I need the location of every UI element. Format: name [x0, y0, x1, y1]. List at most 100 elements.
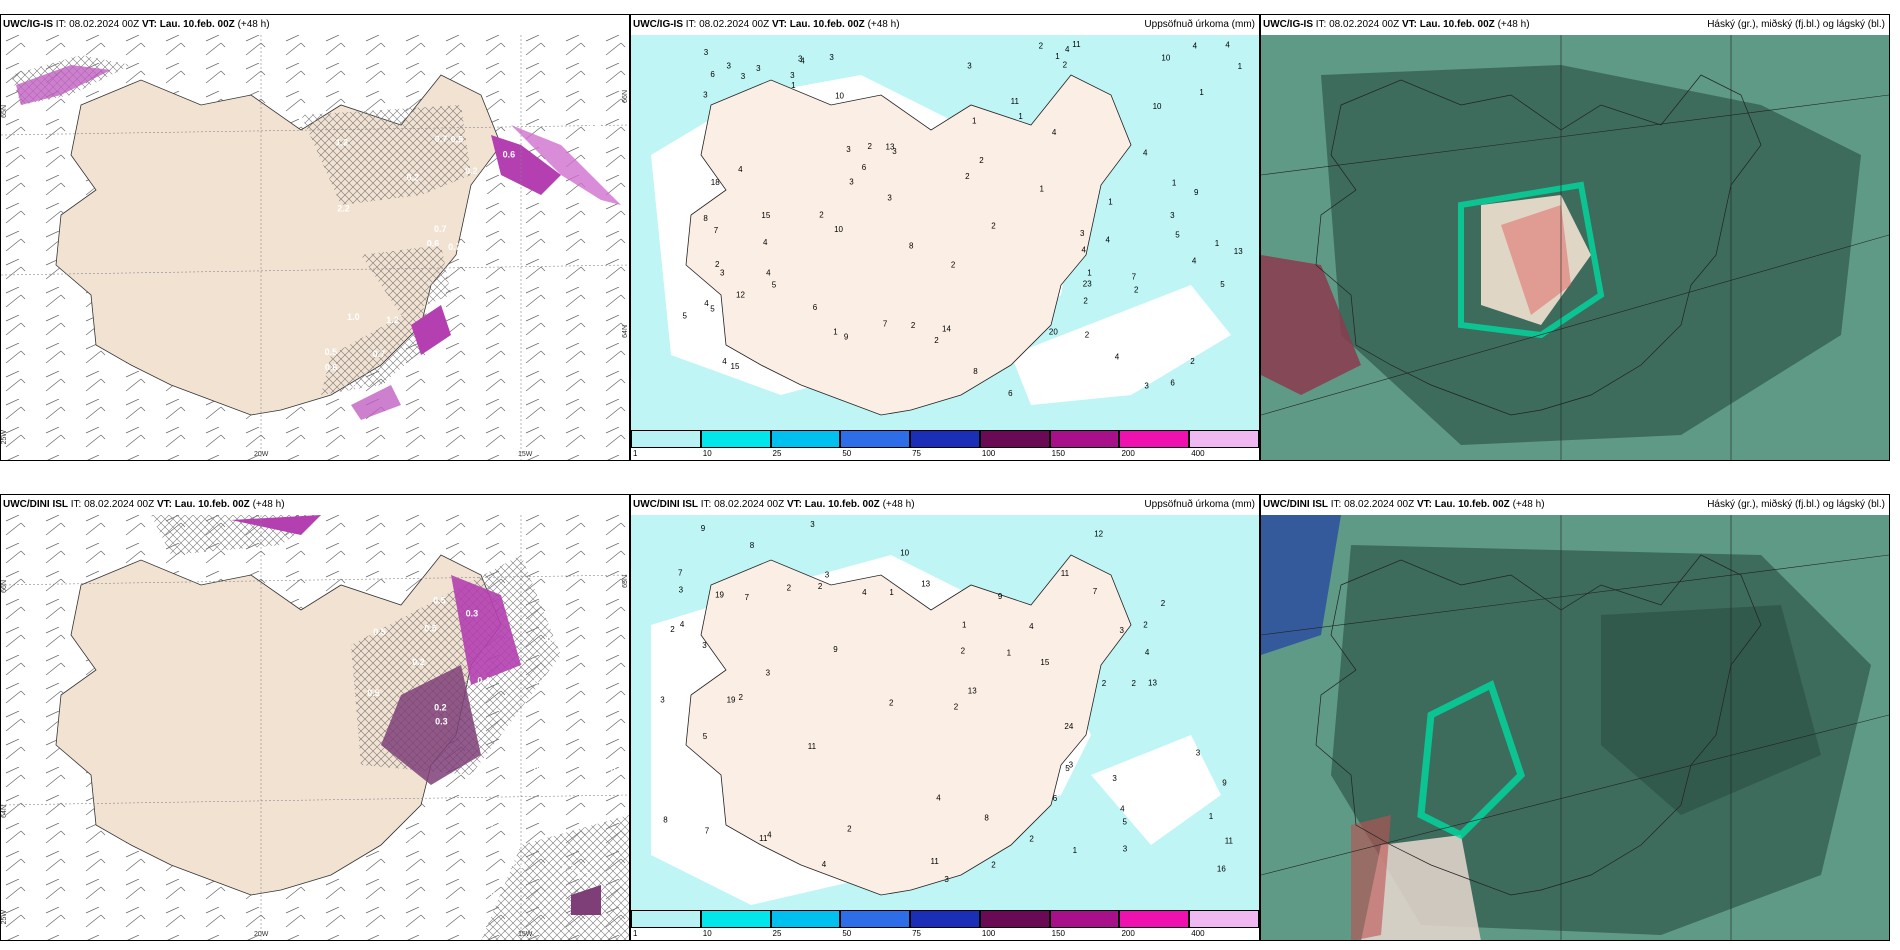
value-label: 7	[705, 827, 710, 836]
value-label: 0.2	[513, 860, 526, 870]
value-label: 0.9	[534, 765, 547, 775]
value-label: 0.2	[412, 657, 425, 667]
value-label: 1.0	[498, 82, 511, 92]
value-label: 3	[892, 147, 897, 156]
value-label: 1	[1007, 649, 1012, 658]
value-label: 11	[931, 857, 940, 866]
value-label: 11	[1011, 97, 1020, 106]
value-label: 4	[1120, 804, 1125, 813]
value-label: 2	[991, 861, 996, 870]
value-label: 16	[1217, 864, 1226, 873]
value-label: 0.3	[546, 635, 559, 645]
vt-label: VT:	[1416, 499, 1432, 510]
value-label: 7	[714, 226, 719, 235]
value-label: 12	[736, 291, 745, 300]
legend-label: 100	[981, 929, 996, 938]
panel-title: Háský (gr.), miðský (fj.bl.) og lágský (…	[1707, 499, 1885, 510]
value-label: 3	[1170, 211, 1175, 220]
value-label: 18	[711, 178, 720, 187]
value-label: 4	[822, 860, 827, 869]
value-label: 8	[973, 367, 978, 376]
panel-title: Háský (gr.), miðský (fj.bl.) og lágský (…	[1707, 19, 1885, 30]
value-label: 0.5	[478, 193, 491, 203]
value-label: 2	[1063, 60, 1068, 69]
axis-25w: 25W	[1, 430, 8, 445]
value-label: 2	[787, 583, 792, 592]
value-label: 3	[829, 53, 834, 62]
value-label: 6	[1008, 389, 1013, 398]
value-label: 1.0	[570, 587, 583, 597]
value-label: 5	[1123, 818, 1128, 827]
value-label: 0.4	[477, 676, 490, 686]
value-label: 0.7	[435, 134, 448, 144]
value-label: 15	[1040, 658, 1049, 667]
value-label: 24	[1064, 722, 1073, 731]
value-label: 0.3	[466, 608, 479, 618]
panel-bottom-left: UWC/DINI ISL IT: 08.02.2024 00Z VT: Lau.…	[0, 494, 630, 941]
legend-label: 150	[1051, 449, 1066, 458]
value-label: 3	[1120, 626, 1125, 635]
legend-color-box	[770, 910, 841, 928]
axis-25w: 25W	[1, 910, 8, 925]
valid-time: Lau. 10.feb. 00Z	[1434, 499, 1510, 510]
value-label: 0.4	[475, 906, 488, 916]
valid-time: Lau. 10.feb. 00Z	[789, 19, 865, 30]
value-label: 9	[1194, 188, 1199, 197]
value-label: 3	[756, 64, 761, 73]
legend-label: 75	[912, 449, 922, 458]
iceland-land	[685, 74, 1132, 416]
axis-65n: 65N	[622, 575, 629, 588]
value-label: 3	[702, 641, 707, 650]
value-label: 1.6	[409, 837, 422, 847]
it-label: IT:	[70, 499, 82, 510]
value-label: 9	[833, 645, 838, 654]
init-time: 08.02.2024 00Z	[714, 499, 785, 510]
map-wind-snow: 0.5 0.5 0.5 2.0 1.0 0.4 0.9 0.3 1.0 0.6 0.8 0.5 0.3 1…	[1, 515, 629, 940]
vt-label: VT:	[771, 19, 787, 30]
axis-15w: 15W	[518, 931, 533, 938]
value-label: 4	[766, 268, 771, 277]
value-label: 2	[911, 321, 916, 330]
value-label: 12	[1094, 530, 1103, 539]
value-label: 1.0	[347, 312, 360, 322]
value-label: 0.5	[424, 624, 437, 634]
legend-color-box	[979, 910, 1050, 928]
value-label: 4	[1052, 128, 1057, 137]
init-time: 08.02.2024 00Z	[69, 19, 140, 30]
value-label: 3	[1144, 382, 1149, 391]
value-label: 0.3	[352, 382, 365, 392]
valid-time: Lau. 10.feb. 00Z	[1419, 19, 1495, 30]
value-label: 2	[715, 260, 720, 269]
value-label: 11	[808, 742, 817, 751]
value-label: 4	[738, 165, 743, 174]
legend-color-box	[1119, 910, 1190, 928]
value-label: 5	[1065, 764, 1070, 773]
value-label: 0.2	[489, 818, 502, 828]
value-label: 2	[934, 336, 939, 345]
value-label: 0.8	[604, 758, 617, 768]
value-label: 9	[1222, 779, 1227, 788]
legend-label: 75	[912, 929, 922, 938]
value-label: 9	[998, 592, 1003, 601]
init-time: 08.02.2024 00Z	[1329, 19, 1400, 30]
legend-color-box	[840, 910, 911, 928]
value-label: 2.8	[354, 74, 367, 84]
value-label: 2	[1190, 357, 1195, 366]
panel-header: UWC/DINI ISL IT: 08.02.2024 00Z VT: Lau.…	[631, 495, 1259, 515]
legend-label: 200	[1121, 449, 1135, 458]
value-label: 1	[1209, 812, 1214, 821]
value-label: 3	[967, 62, 972, 71]
value-label: 13	[886, 143, 895, 152]
vt-label: VT:	[141, 19, 157, 30]
value-label: 2	[1039, 42, 1044, 51]
map-wind-snow: 0.7 1.2 0.7 0.5 0.5 1.2 1.0 0.5 0.9 1.6 2.8 3.4 2.2 1…	[1, 35, 629, 460]
value-label: 5	[703, 732, 708, 741]
value-label: 19	[727, 696, 736, 705]
value-label: 0.3	[577, 870, 590, 880]
legend-label: 1	[633, 929, 638, 938]
value-label: 2	[1143, 621, 1148, 630]
value-label: 4	[1143, 149, 1148, 158]
axis-64n: 64N	[1, 805, 8, 818]
valid-time: Lau. 10.feb. 00Z	[804, 499, 880, 510]
value-label: 1	[791, 81, 796, 90]
